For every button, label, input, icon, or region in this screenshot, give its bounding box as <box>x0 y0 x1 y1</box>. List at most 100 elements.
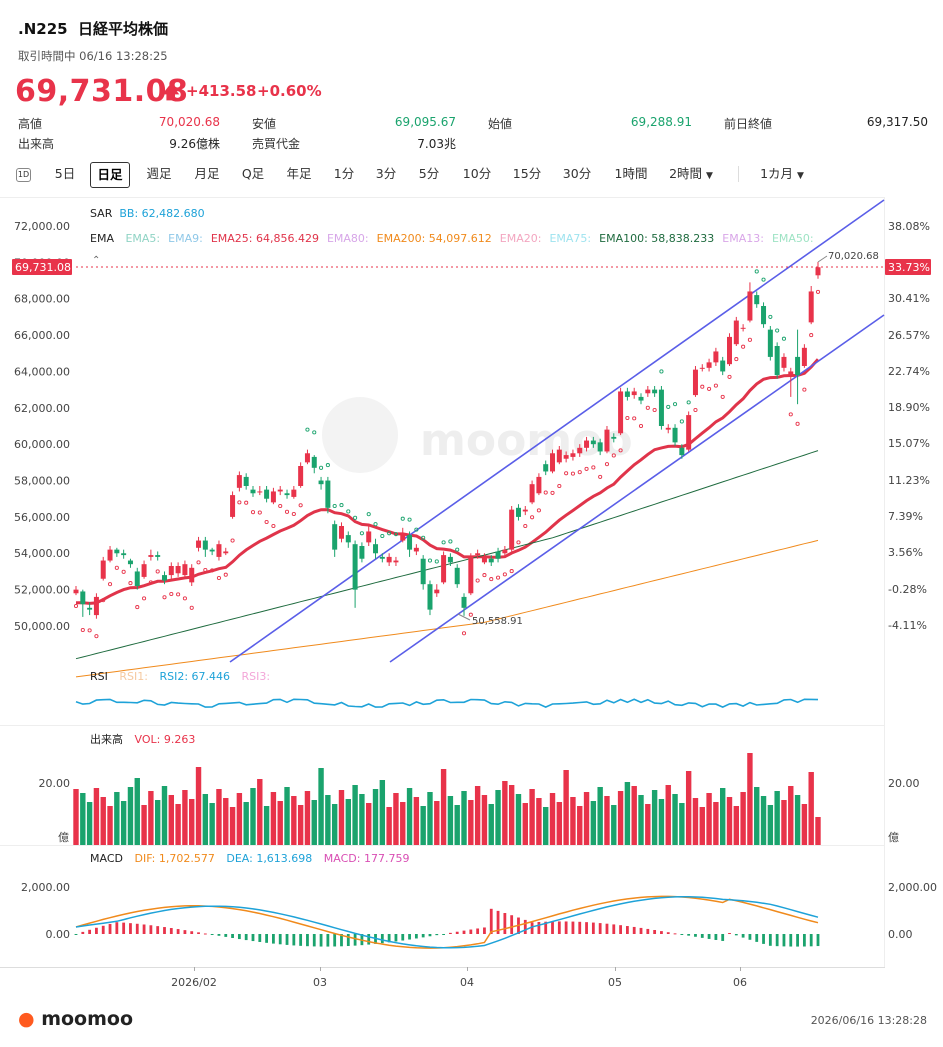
candle-body <box>121 553 127 556</box>
volume-bar <box>182 790 188 845</box>
candle-body <box>100 560 106 579</box>
y-tick-right: 7.39% <box>888 510 923 523</box>
sar-dot <box>353 515 358 520</box>
volume-bar <box>685 771 692 845</box>
candle-body <box>631 391 637 396</box>
volume-bar <box>250 788 256 845</box>
rsi2-line <box>75 698 819 708</box>
volume-bar <box>134 778 140 845</box>
candle-body <box>196 540 202 548</box>
volume-bar <box>733 806 740 845</box>
sar-dot <box>94 634 99 639</box>
macd-histogram-bar <box>333 934 337 947</box>
sar-dot <box>366 512 371 517</box>
tab-quarterly[interactable]: Q足 <box>241 166 265 181</box>
sar-dot <box>482 573 487 578</box>
y-tick-left: 52,000.00 <box>14 584 70 597</box>
candle-body <box>652 389 658 394</box>
macd-histogram-bar <box>544 921 548 934</box>
sar-dot <box>775 328 780 333</box>
sar-dot <box>210 568 215 573</box>
sar-dot <box>237 500 242 505</box>
candle-body <box>781 356 787 368</box>
tab-15min[interactable]: 15分 <box>512 166 542 181</box>
ema100-line <box>75 450 819 660</box>
macd-histogram-bar <box>237 934 241 940</box>
tab-weekly[interactable]: 週足 <box>146 166 172 181</box>
sar-dot <box>645 405 650 410</box>
tab-10min[interactable]: 10分 <box>462 166 492 181</box>
tab-1min[interactable]: 1分 <box>333 166 355 181</box>
volume-bar <box>93 788 100 845</box>
sar-dot <box>455 547 460 552</box>
macd-histogram-bar <box>319 934 323 947</box>
volume-bar <box>304 791 311 845</box>
sar-dot <box>788 412 793 417</box>
candle-body <box>611 436 617 439</box>
ema-lines <box>75 358 820 678</box>
tab-5d[interactable]: 5日 <box>54 166 76 181</box>
macd-histogram-bar <box>585 922 588 934</box>
tab-monthly[interactable]: 月足 <box>194 166 220 181</box>
volume-bar <box>352 785 358 845</box>
candle-body <box>400 533 406 541</box>
volume-bar <box>781 800 787 845</box>
trend-channel <box>229 199 885 663</box>
volume-bar <box>386 807 392 845</box>
tab-yearly[interactable]: 年足 <box>286 166 312 181</box>
volume-bar <box>577 806 583 845</box>
volume-tick-left: 20.00 <box>39 777 71 790</box>
volume-bar <box>195 767 202 845</box>
macd-histogram-bar <box>135 923 139 934</box>
volume-bar <box>447 796 454 845</box>
volume-panel: 20.00 億 20.00 億 <box>39 753 920 845</box>
macd-histogram-bar <box>557 921 561 934</box>
candle-body <box>216 544 222 557</box>
moomoo-logo: ● moomoo <box>18 1008 134 1030</box>
sar-dot <box>666 404 671 409</box>
macd-histogram-bar <box>285 934 289 945</box>
candle-body <box>658 389 664 426</box>
macd-histogram-bar <box>578 921 582 934</box>
collapse-chevron-icon[interactable]: ⌃ <box>92 255 101 266</box>
macd-histogram-bar <box>312 934 316 947</box>
rsi-panel <box>75 698 819 708</box>
sar-dot <box>135 605 140 610</box>
tab-30min[interactable]: 30分 <box>562 166 592 181</box>
macd-histogram-bar <box>108 923 112 934</box>
candle-body <box>447 556 453 563</box>
tab-2hour[interactable]: 2時間 ▼ <box>669 166 713 181</box>
sar-dot <box>577 470 582 475</box>
current-pct-tag <box>885 259 931 275</box>
macd-histogram-bar <box>503 913 507 934</box>
macd-histogram-bar <box>340 934 343 947</box>
calendar-1d-icon[interactable]: 1D <box>16 168 31 182</box>
volume-bar <box>366 803 372 845</box>
volume-bar <box>345 799 351 845</box>
sar-dot <box>407 517 412 522</box>
ema-legend-item: EMA20: <box>499 232 542 245</box>
y-tick-right: 18.90% <box>888 401 930 414</box>
tab-5min[interactable]: 5分 <box>418 166 440 181</box>
candle-body <box>352 544 358 590</box>
sar-dot <box>604 462 610 467</box>
volume-bar <box>774 791 780 845</box>
sar-dot <box>278 503 283 509</box>
tab-1hour[interactable]: 1時間 <box>614 166 648 181</box>
sar-dot <box>250 510 256 515</box>
y-tick-left: 58,000.00 <box>14 475 70 488</box>
stat-value-open: 69,288.91 <box>630 115 692 129</box>
candle-body <box>488 558 494 563</box>
tab-3min[interactable]: 3分 <box>375 166 397 181</box>
candle-body <box>692 369 698 396</box>
sar-dot <box>761 277 766 282</box>
ema-legend-item: EMA75: <box>549 232 592 245</box>
range-dropdown[interactable]: 1カ月 ▼ <box>760 166 804 181</box>
volume-bar <box>141 805 147 845</box>
candle-body <box>543 464 549 472</box>
tab-daily[interactable]: 日足 <box>90 162 130 188</box>
sar-dot <box>114 565 119 570</box>
candle-body <box>597 442 603 452</box>
macd-histogram-bar <box>156 926 160 934</box>
